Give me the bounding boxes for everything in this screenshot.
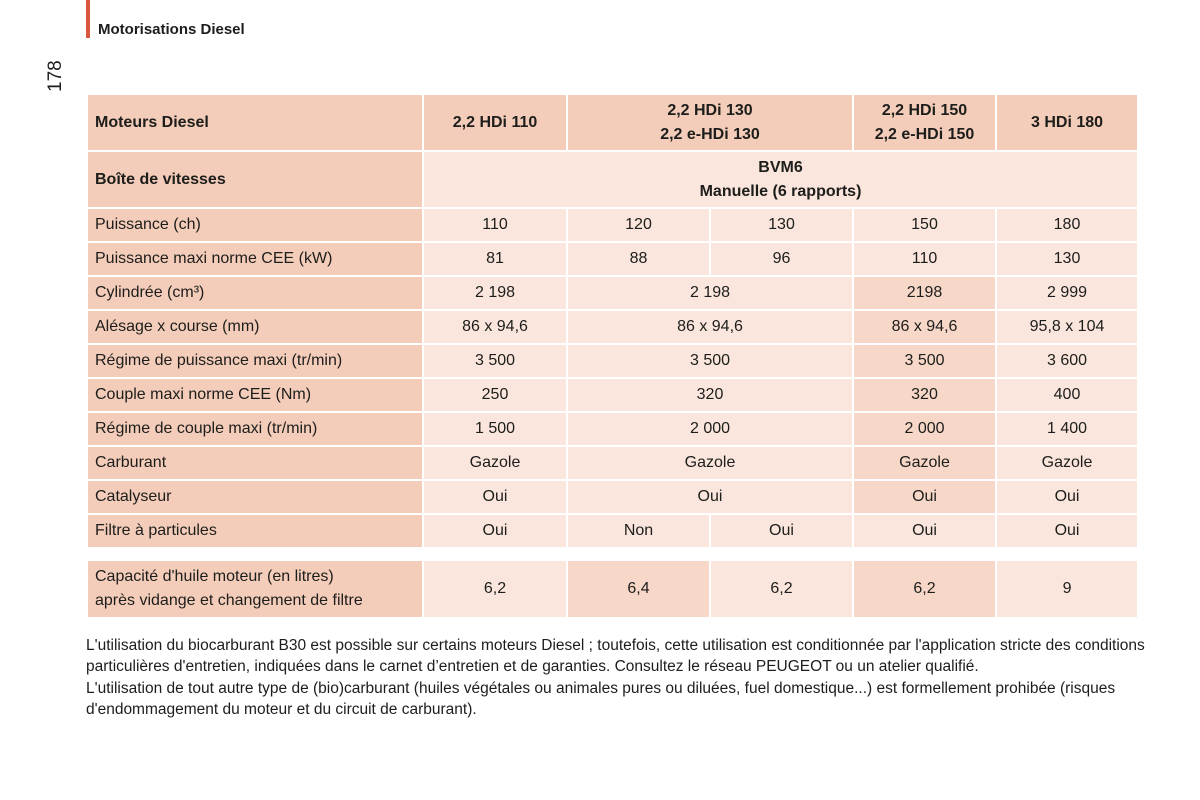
row-value: 81 xyxy=(422,241,568,277)
row-label: Régime de puissance maxi (tr/min) xyxy=(86,343,424,379)
oil-value: 6,4 xyxy=(566,559,711,619)
engine-header-3: 2,2 HDi 150 2,2 e-HDi 150 xyxy=(852,93,998,152)
row-label: Catalyseur xyxy=(86,479,424,515)
oil-value: 6,2 xyxy=(422,559,568,619)
engine-spec-table: Moteurs Diesel 2,2 HDi 110 2,2 HDi 130 2,… xyxy=(86,93,1140,619)
row-value: Oui xyxy=(565,479,855,515)
row-value: 3 500 xyxy=(565,343,855,379)
header-label: Moteurs Diesel xyxy=(86,93,424,152)
row-value: 110 xyxy=(422,207,568,243)
section-title: Motorisations Diesel xyxy=(98,21,245,38)
row-value: 130 xyxy=(995,241,1140,277)
row-value: 96 xyxy=(708,241,855,277)
table-row: Filtre à particules Oui Non Oui Oui Oui xyxy=(86,513,1140,549)
row-value: 1 500 xyxy=(422,411,568,447)
row-value: 86 x 94,6 xyxy=(852,309,998,345)
row-label: Puissance maxi norme CEE (kW) xyxy=(86,241,424,277)
table-row: Catalyseur Oui Oui Oui Oui xyxy=(86,479,1140,515)
oil-capacity-row: Capacité d'huile moteur (en litres) après… xyxy=(86,559,1140,619)
table-spacer xyxy=(87,548,1139,560)
row-value: Oui xyxy=(995,479,1140,515)
row-value: 110 xyxy=(852,241,998,277)
oil-capacity-label: Capacité d'huile moteur (en litres) après… xyxy=(86,559,424,619)
row-value: 250 xyxy=(422,377,568,413)
note-prohibited-fuels: L'utilisation de tout autre type de (bio… xyxy=(86,680,1116,718)
row-value: 2 999 xyxy=(995,275,1140,311)
row-value: 320 xyxy=(565,377,855,413)
row-value: Non xyxy=(566,513,711,549)
row-value: Oui xyxy=(852,479,998,515)
row-label: Puissance (ch) xyxy=(86,207,424,243)
row-value: 2 000 xyxy=(852,411,998,447)
row-value: 1 400 xyxy=(995,411,1140,447)
notes: L'utilisation du biocarburant B30 est po… xyxy=(86,636,1146,722)
row-value: Gazole xyxy=(422,445,568,481)
row-value: Gazole xyxy=(995,445,1140,481)
row-label: Filtre à particules xyxy=(86,513,424,549)
row-value: 2198 xyxy=(852,275,998,311)
row-value: Gazole xyxy=(852,445,998,481)
table-row: Cylindrée (cm³) 2 198 2 198 2198 2 999 xyxy=(86,275,1140,311)
row-value: 130 xyxy=(708,207,855,243)
row-label: Alésage x course (mm) xyxy=(86,309,424,345)
row-value: 150 xyxy=(852,207,998,243)
table-row: Régime de puissance maxi (tr/min) 3 500 3 … xyxy=(86,343,1140,379)
oil-value: 6,2 xyxy=(852,559,998,619)
engine-header-2: 2,2 HDi 130 2,2 e-HDi 130 xyxy=(565,93,855,152)
engine-header-4: 3 HDi 180 xyxy=(995,93,1140,152)
table-row: Alésage x course (mm) 86 x 94,6 86 x 94,6 8… xyxy=(86,309,1140,345)
row-label: Couple maxi norme CEE (Nm) xyxy=(86,377,424,413)
table-header-row: Moteurs Diesel 2,2 HDi 110 2,2 HDi 130 2,… xyxy=(86,93,1140,152)
row-value: 95,8 x 104 xyxy=(995,309,1140,345)
oil-value: 9 xyxy=(995,559,1140,619)
row-value: 400 xyxy=(995,377,1140,413)
page-number: 178 xyxy=(45,60,66,92)
row-value: 86 x 94,6 xyxy=(422,309,568,345)
table-row: Carburant Gazole Gazole Gazole Gazole xyxy=(86,445,1140,481)
section-accent-bar xyxy=(86,0,90,38)
row-value: 3 500 xyxy=(852,343,998,379)
row-value: 88 xyxy=(566,241,711,277)
engine-header-1: 2,2 HDi 110 xyxy=(422,93,568,152)
gearbox-row: Boîte de vitesses BVM6 Manuelle (6 rappor… xyxy=(86,150,1140,209)
row-label: Cylindrée (cm³) xyxy=(86,275,424,311)
row-label: Régime de couple maxi (tr/min) xyxy=(86,411,424,447)
table-row: Puissance (ch) 110 120 130 150 180 xyxy=(86,207,1140,243)
row-value: Oui xyxy=(852,513,998,549)
gearbox-value: BVM6 Manuelle (6 rapports) xyxy=(421,150,1140,209)
row-value: Oui xyxy=(708,513,855,549)
row-value: 3 500 xyxy=(422,343,568,379)
row-value: 320 xyxy=(852,377,998,413)
gearbox-label: Boîte de vitesses xyxy=(86,150,424,209)
table-row: Puissance maxi norme CEE (kW) 81 88 96 110 13… xyxy=(86,241,1140,277)
row-value: 86 x 94,6 xyxy=(565,309,855,345)
row-value: Oui xyxy=(422,513,568,549)
row-value: 120 xyxy=(566,207,711,243)
row-label: Carburant xyxy=(86,445,424,481)
table-row: Couple maxi norme CEE (Nm) 250 320 320 400 xyxy=(86,377,1140,413)
row-value: Oui xyxy=(422,479,568,515)
row-value: Gazole xyxy=(565,445,855,481)
row-value: 2 198 xyxy=(422,275,568,311)
row-value: 180 xyxy=(995,207,1140,243)
row-value: 3 600 xyxy=(995,343,1140,379)
row-value: 2 000 xyxy=(565,411,855,447)
table-row: Régime de couple maxi (tr/min) 1 500 2 000… xyxy=(86,411,1140,447)
row-value: 2 198 xyxy=(565,275,855,311)
row-value: Oui xyxy=(995,513,1140,549)
note-biofuel: L'utilisation du biocarburant B30 est po… xyxy=(86,637,1145,675)
oil-value: 6,2 xyxy=(708,559,855,619)
